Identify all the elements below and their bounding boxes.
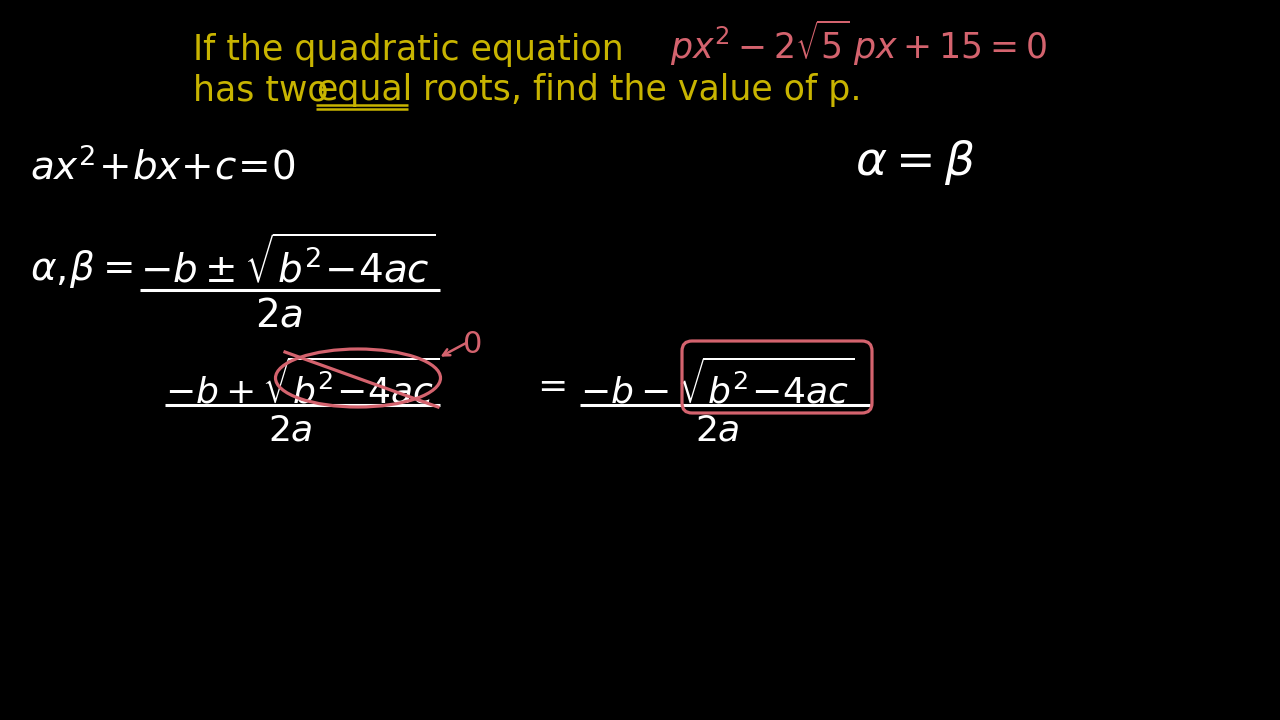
Text: $-\mathit{b} \pm \sqrt{\mathit{b}^2\!-\!4\mathit{ac}}$: $-\mathit{b} \pm \sqrt{\mathit{b}^2\!-\!… (140, 236, 435, 291)
Text: $=$: $=$ (95, 248, 133, 286)
Text: $\alpha = \beta$: $\alpha = \beta$ (855, 138, 975, 187)
Text: equal: equal (316, 73, 412, 107)
Text: $-\mathit{b} - \sqrt{\mathit{b}^2\!-\!4\mathit{ac}}$: $-\mathit{b} - \sqrt{\mathit{b}^2\!-\!4\… (580, 358, 854, 410)
Text: has two: has two (193, 73, 339, 107)
Text: $\mathit{px}^2 - 2\sqrt{5}\,\mathit{px} + 15 = 0$: $\mathit{px}^2 - 2\sqrt{5}\,\mathit{px} … (669, 18, 1047, 68)
Text: $0$: $0$ (462, 330, 481, 359)
Text: $2\mathit{a}$: $2\mathit{a}$ (268, 413, 312, 447)
Text: $\mathit{ax}^2\!+\!\mathit{bx}\!+\!\mathit{c}\!=\!0$: $\mathit{ax}^2\!+\!\mathit{bx}\!+\!\math… (29, 148, 296, 188)
Text: $2\mathit{a}$: $2\mathit{a}$ (255, 296, 303, 334)
Text: roots, find the value of p.: roots, find the value of p. (412, 73, 861, 107)
Text: $=$: $=$ (530, 368, 566, 402)
Text: $2\mathit{a}$: $2\mathit{a}$ (695, 413, 740, 447)
Text: $\mathit{\alpha},\!\mathit{\beta}$: $\mathit{\alpha},\!\mathit{\beta}$ (29, 248, 95, 290)
Text: $-\mathit{b} + \sqrt{\mathit{b}^2\!-\!4\mathit{ac}}$: $-\mathit{b} + \sqrt{\mathit{b}^2\!-\!4\… (165, 358, 439, 410)
Text: If the quadratic equation: If the quadratic equation (193, 33, 623, 67)
